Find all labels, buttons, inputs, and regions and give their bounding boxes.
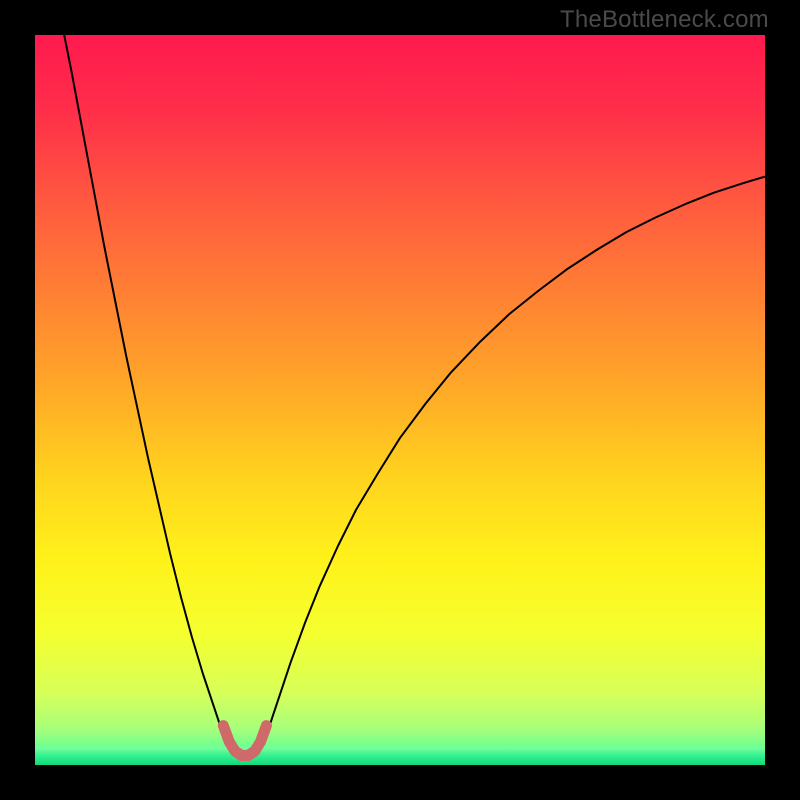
bottleneck-curve (35, 35, 765, 765)
highlight-u (223, 726, 266, 756)
curve-left (64, 35, 227, 743)
plot-area (35, 35, 765, 765)
watermark-text: TheBottleneck.com (560, 6, 769, 34)
chart-stage: TheBottleneck.com (0, 0, 800, 800)
curve-right (263, 177, 765, 743)
